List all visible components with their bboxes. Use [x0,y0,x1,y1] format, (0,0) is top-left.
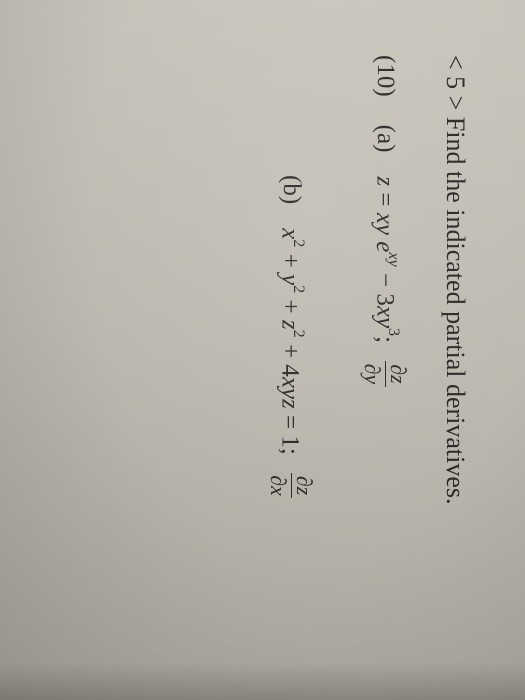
part-a-derivative: ∂z ∂y [361,361,410,386]
part-b-label: (b) [277,175,305,204]
problem-number: (10) [371,55,399,97]
problem-title: < 5 > Find the indicated partial derivat… [440,55,470,670]
part-a-label: (a) [371,125,399,153]
part-a-equation: z = xy exy − 3xy3; [370,176,400,343]
title-text: < 5 > Find the indicated partial derivat… [440,55,470,505]
part-b-derivative-bot: ∂x [267,475,291,496]
part-b-equation: x2 + y2 + z2 + 4xyz = 1; [276,228,306,455]
part-a-row: (10) (a) z = xy exy − 3xy3; ∂z ∂y [361,55,410,670]
part-a-derivative-top: ∂z [385,361,410,386]
page-container: < 5 > Find the indicated partial derivat… [0,0,525,700]
part-b-derivative-top: ∂z [291,473,316,498]
part-a-derivative-bot: ∂y [361,364,385,385]
part-b-derivative: ∂z ∂x [267,473,316,498]
part-b-row: (b) x2 + y2 + z2 + 4xyz = 1; ∂z ∂x [267,55,316,670]
